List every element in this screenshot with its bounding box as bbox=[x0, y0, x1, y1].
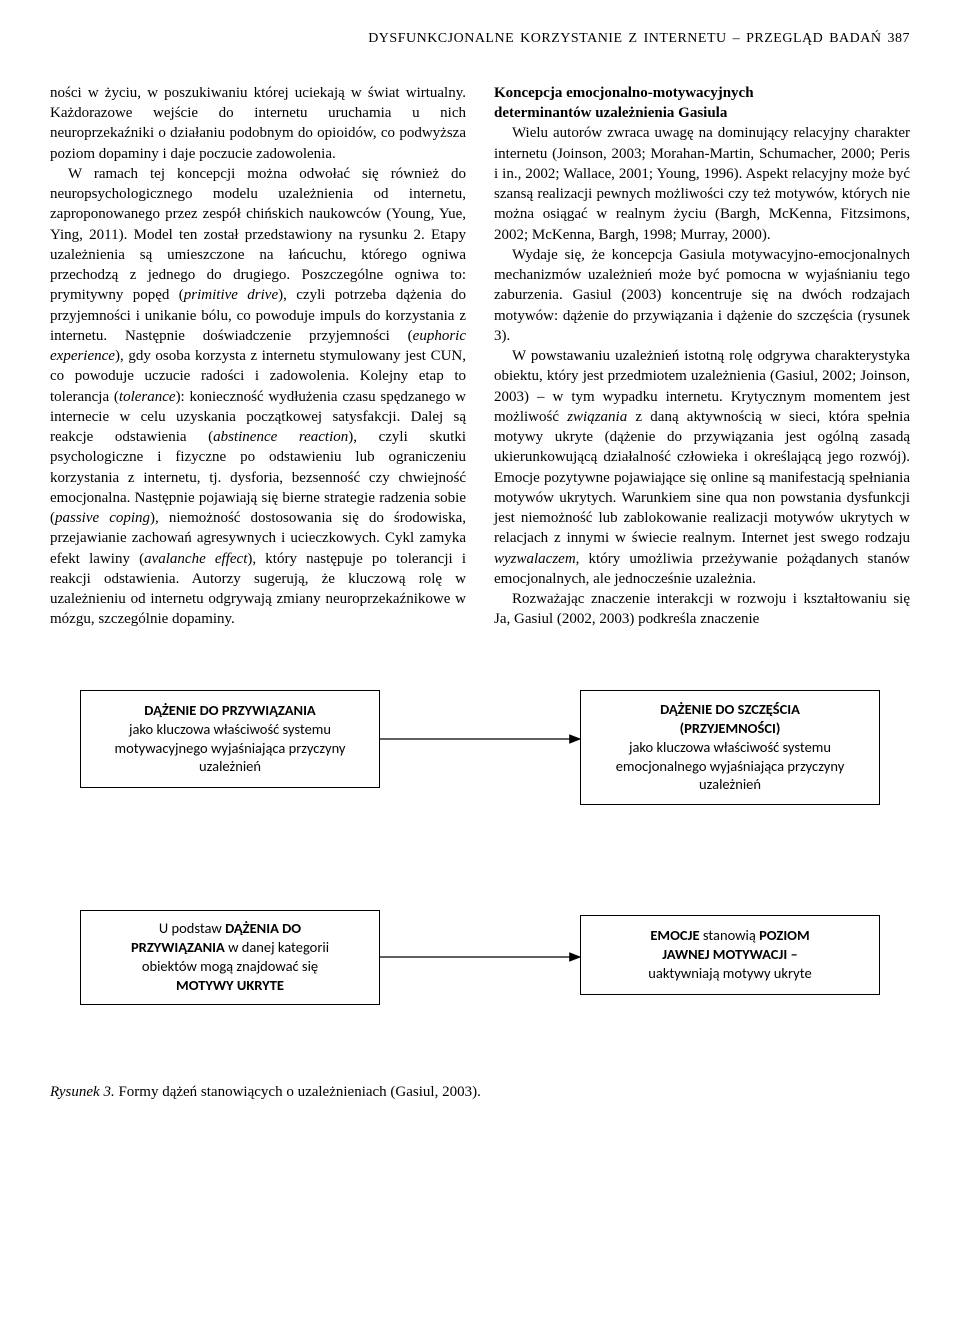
box-line: jako kluczowa właściwość systemu bbox=[629, 738, 831, 757]
italic-term: avalanche effect bbox=[144, 551, 247, 567]
box-line: uaktywniają motywy ukryte bbox=[648, 964, 811, 983]
right-p1: Wielu autorów zwraca uwagę na dominujący… bbox=[494, 123, 910, 245]
diagram-box-b2: DĄŻENIE DO SZCZĘŚCIA(PRZYJEMNOŚCI)jako k… bbox=[580, 690, 880, 805]
box-line: DĄŻENIE DO PRZYWIĄZANIA bbox=[144, 701, 315, 720]
box-line: (PRZYJEMNOŚCI) bbox=[680, 719, 781, 738]
figure-3-diagram: DĄŻENIE DO PRZYWIĄZANIAjako kluczowa wła… bbox=[50, 690, 910, 1070]
text-columns: ności w życiu, w poszukiwaniu której uci… bbox=[50, 83, 910, 630]
section-heading-line2: determinantów uzależnienia Gasiula bbox=[494, 103, 910, 123]
box-line: JAWNEJ MOTYWACJI – bbox=[662, 945, 797, 964]
figure-caption: Rysunek 3. Formy dążeń stanowiących o uz… bbox=[50, 1082, 910, 1102]
box-line: PRZYWIĄZANIA w danej kategorii bbox=[131, 938, 329, 957]
right-p2: Wydaje się, że koncepcja Gasiula motywac… bbox=[494, 245, 910, 346]
italic-term: wyzwalaczem bbox=[494, 551, 576, 567]
italic-term: związania bbox=[567, 409, 627, 425]
italic-term: tolerance bbox=[119, 389, 176, 405]
text-run: Gasiul (2002, 2003) podkreśla znaczenie bbox=[510, 611, 759, 627]
caption-label: Rysunek 3. bbox=[50, 1084, 115, 1100]
page-header: DYSFUNKCJONALNE KORZYSTANIE Z INTERNETU … bbox=[50, 30, 910, 49]
italic-term: passive coping bbox=[55, 510, 150, 526]
box-line: uzależnień bbox=[199, 757, 261, 776]
box-line: U podstaw DĄŻENIA DO bbox=[159, 919, 301, 938]
caption-text: Formy dążeń stanowiących o uzależnieniac… bbox=[115, 1084, 481, 1100]
right-p4: Rozważając znaczenie interakcji w rozwoj… bbox=[494, 589, 910, 630]
box-line: DĄŻENIE DO SZCZĘŚCIA bbox=[660, 700, 800, 719]
left-p2: W ramach tej koncepcji można odwołać się… bbox=[50, 164, 466, 630]
box-line: emocjonalnego wyjaśniająca przyczyny bbox=[616, 757, 845, 776]
box-line: EMOCJE stanowią POZIOM bbox=[650, 926, 809, 945]
text-run: z daną aktywnością w sieci, która spełni… bbox=[494, 409, 910, 547]
italic-term: abstinence reaction bbox=[213, 429, 348, 445]
diagram-box-b1: DĄŻENIE DO PRZYWIĄZANIAjako kluczowa wła… bbox=[80, 690, 380, 788]
left-column: ności w życiu, w poszukiwaniu której uci… bbox=[50, 83, 466, 630]
section-heading-line1: Koncepcja emocjonalno-motywacyjnych bbox=[494, 83, 910, 103]
box-line: MOTYWY UKRYTE bbox=[176, 976, 284, 995]
italic-term: primitive drive bbox=[184, 287, 278, 303]
text-run: W ramach tej koncepcji można odwołać się… bbox=[50, 166, 466, 304]
diagram-box-b3: U podstaw DĄŻENIA DOPRZYWIĄZANIA w danej… bbox=[80, 910, 380, 1005]
diagram-box-b4: EMOCJE stanowią POZIOMJAWNEJ MOTYWACJI –… bbox=[580, 915, 880, 995]
right-p3: W powstawaniu uzależnień istotną rolę od… bbox=[494, 346, 910, 589]
left-p1: ności w życiu, w poszukiwaniu której uci… bbox=[50, 83, 466, 164]
box-line: motywacyjnego wyjaśniająca przyczyny bbox=[114, 739, 345, 758]
right-column: Koncepcja emocjonalno-motywacyjnych dete… bbox=[494, 83, 910, 630]
box-line: obiektów mogą znajdować się bbox=[142, 957, 318, 976]
box-line: uzależnień bbox=[699, 775, 761, 794]
box-line: jako kluczowa właściwość systemu bbox=[129, 720, 331, 739]
